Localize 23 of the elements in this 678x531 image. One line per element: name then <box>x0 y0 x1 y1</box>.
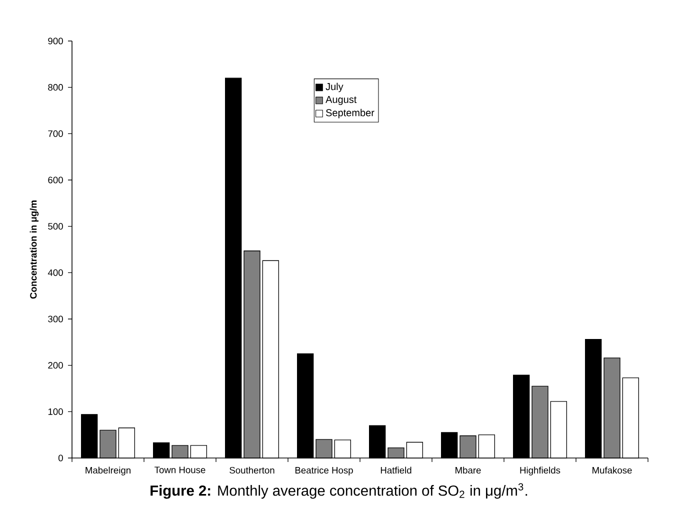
x-tick-label: Mufakose <box>592 466 632 474</box>
y-axis-title: Concentration in μg/m <box>30 200 39 299</box>
x-tick-label: Mbare <box>456 466 481 474</box>
legend-label: August <box>326 96 357 105</box>
y-tick-label: 0 <box>58 454 63 462</box>
legend-label: July <box>326 82 344 92</box>
x-tick-label: Hatfield <box>380 466 412 474</box>
x-tick-label: Highfields <box>520 466 560 476</box>
y-tick-label: 700 <box>48 130 63 137</box>
text: Figure 2: Monthly average concentration of SO$_{2}$ in μg/m$^{3}$. <box>150 483 528 499</box>
y-tick-label: 100 <box>48 408 63 415</box>
y-tick-label: 600 <box>48 176 63 184</box>
x-tick-label: Town House <box>154 466 206 474</box>
y-tick-label: 900 <box>48 38 63 44</box>
y-tick-label: 800 <box>48 84 63 91</box>
y-tick-label: 200 <box>48 362 63 369</box>
y-tick-label: 400 <box>48 269 63 276</box>
legend-label: September <box>326 108 374 118</box>
x-tick-label: Southerton <box>230 466 274 474</box>
y-tick-label: 300 <box>48 316 63 322</box>
y-tick-label: 500 <box>48 223 63 230</box>
x-tick-label: Mabelreign <box>86 466 130 476</box>
x-tick-label: Beatrice Hosp <box>295 466 353 476</box>
